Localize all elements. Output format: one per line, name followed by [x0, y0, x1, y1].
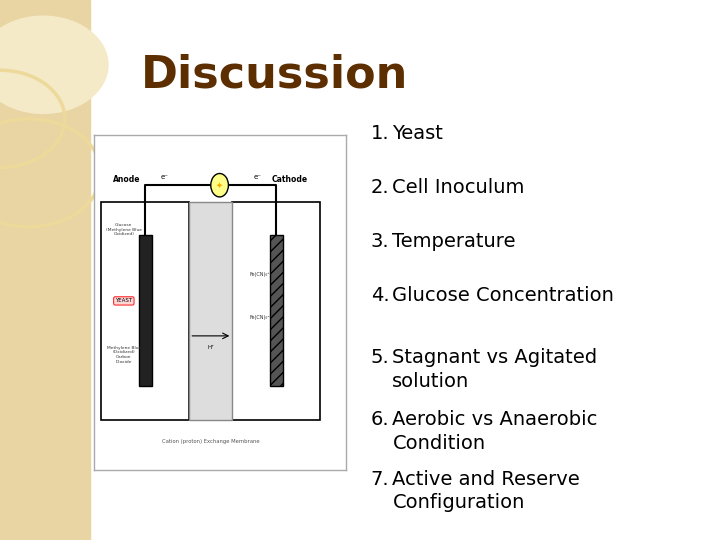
Text: Aerobic vs Anaerobic
Condition: Aerobic vs Anaerobic Condition [392, 410, 598, 453]
Text: Yeast: Yeast [392, 124, 444, 143]
Text: 3.: 3. [371, 232, 390, 251]
Text: e⁻: e⁻ [160, 173, 168, 179]
Text: Glucose
(Methylene Blue
Oxidized): Glucose (Methylene Blue Oxidized) [106, 223, 142, 237]
Text: Cation (proton) Exchange Membrane: Cation (proton) Exchange Membrane [162, 439, 260, 444]
Bar [232, 202, 320, 420]
Text: 4.: 4. [371, 286, 390, 305]
Text: Discussion: Discussion [140, 54, 408, 97]
Text: Methylene Blue
(Oxidized)
Carbon
Dioxide: Methylene Blue (Oxidized) Carbon Dioxide [107, 346, 141, 363]
Text: Temperature: Temperature [392, 232, 516, 251]
Text: Fe(CN)₆³⁻: Fe(CN)₆³⁻ [250, 272, 273, 276]
Text: YEAST: YEAST [115, 299, 132, 303]
Circle shape [0, 16, 108, 113]
Circle shape [211, 173, 228, 197]
Text: Active and Reserve
Configuration: Active and Reserve Configuration [392, 470, 580, 512]
Text: Anode: Anode [112, 175, 140, 184]
Bar [139, 235, 152, 386]
Bar [101, 202, 189, 420]
Text: 1.: 1. [371, 124, 390, 143]
Text: H⁺: H⁺ [207, 345, 215, 350]
Bar [270, 235, 283, 386]
Text: Glucose Concentration: Glucose Concentration [392, 286, 614, 305]
Text: 6.: 6. [371, 410, 390, 429]
Text: 5.: 5. [371, 348, 390, 367]
Text: 2.: 2. [371, 178, 390, 197]
Text: Fe(CN)₆⁴⁻: Fe(CN)₆⁴⁻ [250, 315, 273, 320]
Text: 7.: 7. [371, 470, 390, 489]
Bar [189, 202, 232, 420]
Bar [0, 0, 90, 540]
Text: Cell Inoculum: Cell Inoculum [392, 178, 525, 197]
Text: e⁻: e⁻ [253, 173, 261, 179]
Text: Stagnant vs Agitated
solution: Stagnant vs Agitated solution [392, 348, 598, 391]
Text: Cathode: Cathode [272, 175, 308, 184]
Text: ✦: ✦ [216, 181, 223, 190]
